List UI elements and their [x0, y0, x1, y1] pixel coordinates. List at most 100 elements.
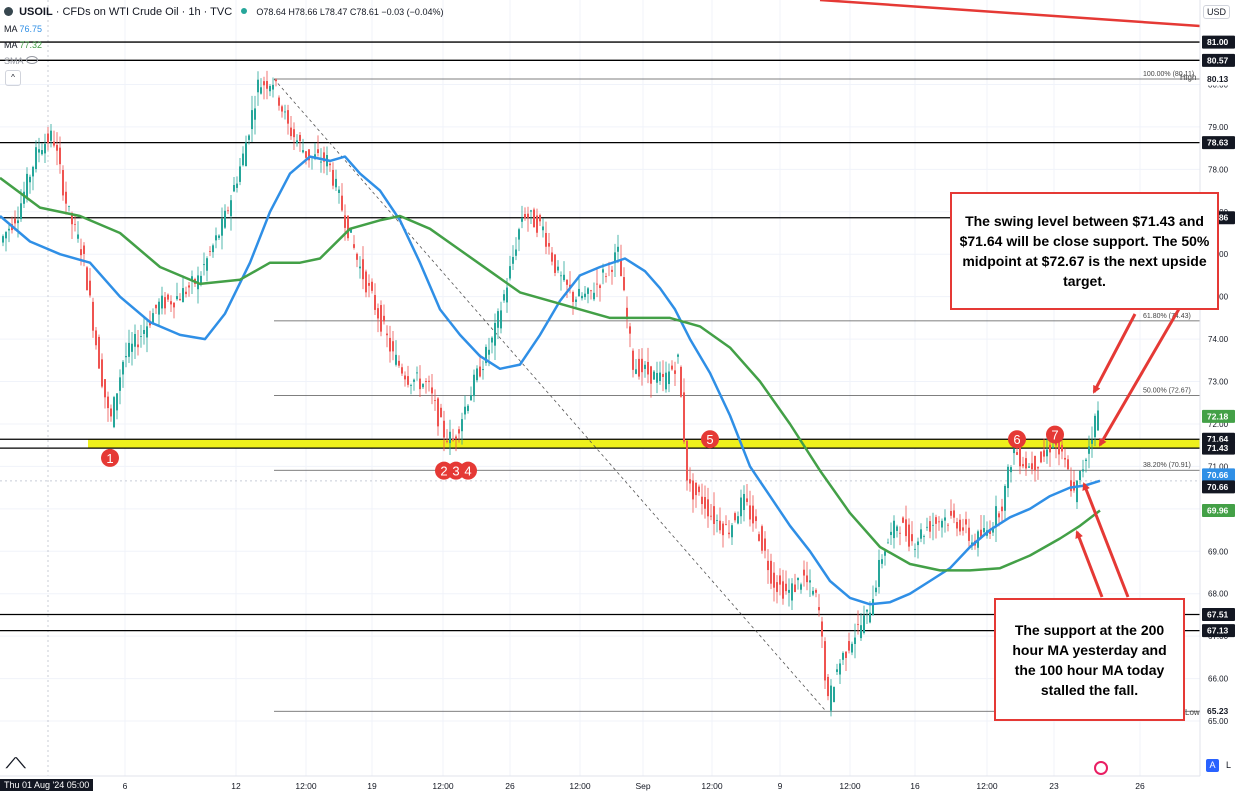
candle-body-down [1019, 444, 1021, 467]
candle-body-down [53, 141, 55, 146]
indicator-alert-icon[interactable] [1094, 761, 1108, 775]
candle-body-up [230, 200, 232, 217]
candle-body-down [902, 517, 904, 523]
candle-body-down [638, 358, 640, 377]
candle-body-down [377, 308, 379, 319]
candle-body-down [386, 333, 388, 336]
candle-body-up [941, 520, 943, 528]
candle-body-down [734, 513, 736, 521]
price-tick-label: 74.00 [1208, 335, 1229, 344]
ma2-label: MA [4, 40, 18, 50]
candle-body-down [548, 243, 550, 247]
candle-body-down [1040, 451, 1042, 463]
candle-body-down [317, 149, 319, 154]
sma-legend[interactable]: SMA [4, 56, 38, 66]
candle-body-up [1046, 449, 1048, 457]
candle-body-down [110, 408, 112, 417]
market-status-dot-icon [241, 8, 248, 14]
candle-body-up [851, 643, 853, 653]
candle-body-down [428, 380, 430, 382]
currency-button[interactable]: USD [1202, 5, 1230, 19]
swing-marker-label: 5 [706, 432, 713, 447]
symbol-name[interactable]: USOIL [19, 6, 53, 18]
candle-body-down [683, 392, 685, 442]
ma1-legend[interactable]: MA 76.75 [4, 24, 42, 34]
candle-body-down [746, 498, 748, 502]
candle-body-up [1076, 480, 1078, 503]
eye-hidden-icon[interactable] [25, 56, 38, 64]
candle-body-up [1004, 485, 1006, 511]
candle-body-down [308, 149, 310, 161]
candle-body-down [323, 152, 325, 162]
auto-scale-button[interactable]: A [1206, 759, 1219, 772]
candle-body-down [83, 245, 85, 254]
price-label-text: 67.13 [1207, 626, 1229, 636]
price-tick-label: 68.00 [1208, 590, 1229, 599]
price-label-box [1202, 441, 1235, 455]
candle-body-up [461, 419, 463, 432]
price-tick-label: 78.00 [1208, 165, 1229, 174]
candle-body-down [305, 151, 307, 158]
candle-body-down [590, 290, 592, 292]
candle-body-up [497, 311, 499, 328]
candle-body-up [284, 111, 286, 113]
candle-body-down [398, 360, 400, 366]
candle-body-up [530, 210, 532, 212]
time-tick-label: 19 [367, 781, 377, 791]
candle-body-down [803, 569, 805, 576]
candle-body-down [293, 129, 295, 138]
candle-body-down [1070, 480, 1072, 492]
candle-body-up [1094, 415, 1096, 438]
swing-marker-circle [1008, 430, 1026, 449]
candle-body-up [500, 310, 502, 329]
price-tick-label: 66.00 [1208, 675, 1229, 684]
candle-body-down [1049, 444, 1051, 453]
candle-body-down [857, 623, 859, 625]
candle-body-up [473, 374, 475, 397]
candle-body-up [215, 235, 217, 241]
candle-body-down [785, 583, 787, 592]
candle-body-up [875, 587, 877, 593]
price-tick-label: 69.00 [1208, 547, 1229, 556]
candle-body-up [176, 296, 178, 300]
candle-body-down [782, 581, 784, 599]
price-axis-bg [1200, 0, 1236, 776]
candle-body-down [107, 396, 109, 409]
candle-body-down [953, 510, 955, 518]
candle-body-up [836, 669, 838, 672]
candle-body-up [470, 395, 472, 401]
price-tick-label: 71.00 [1208, 462, 1229, 471]
log-scale-button[interactable]: L [1225, 760, 1231, 770]
candle-body-down [692, 480, 694, 500]
candle-body-up [914, 548, 916, 550]
ma2-legend[interactable]: MA 77.32 [4, 40, 42, 50]
candle-body-up [467, 405, 469, 411]
candle-body-down [566, 279, 568, 285]
candle-body-down [1031, 463, 1033, 470]
candle-body-down [713, 506, 715, 524]
candle-body-down [1064, 457, 1066, 460]
candle-body-down [173, 302, 175, 308]
candle-body-down [167, 294, 169, 300]
candle-body-up [992, 526, 994, 533]
candle-body-down [821, 621, 823, 637]
crosshair-time-label: Thu 01 Aug '24 05:00 [0, 779, 94, 791]
candle-body-up [860, 625, 862, 639]
candle-body-up [68, 205, 70, 207]
candle-body-down [533, 209, 535, 228]
candle-body-down [605, 276, 607, 278]
collapse-legend-button[interactable]: ^ [5, 70, 21, 86]
price-axis: 65.0066.0067.0068.0069.0070.0071.0072.00… [1199, 0, 1236, 776]
candle-body-down [383, 315, 385, 322]
candle-body-up [560, 275, 562, 277]
candle-body-up [491, 337, 493, 343]
candle-body-down [47, 133, 49, 144]
candle-body-down [848, 641, 850, 651]
candle-body-down [1001, 506, 1003, 512]
candle-body-up [488, 349, 490, 355]
candle-body-down [368, 282, 370, 286]
candle-body-up [677, 354, 679, 357]
candle-body-up [1079, 470, 1081, 481]
candle-body-down [104, 379, 106, 398]
